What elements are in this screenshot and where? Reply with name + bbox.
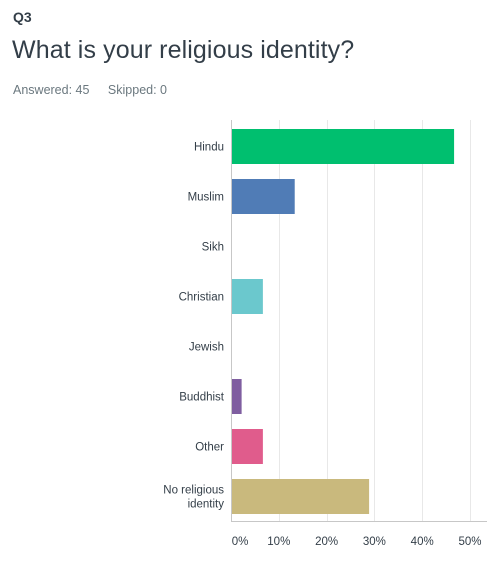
x-tick-label: 0%: [232, 536, 249, 548]
category-label: No religious: [163, 485, 224, 497]
x-tick-label: 20%: [315, 536, 338, 548]
response-stats: Answered: 45 Skipped: 0: [13, 83, 167, 97]
category-label: Other: [195, 442, 224, 454]
question-number: Q3: [13, 9, 32, 25]
bar: [231, 379, 242, 414]
category-label: Jewish: [189, 342, 224, 354]
bar: [231, 129, 455, 164]
category-label: Hindu: [194, 142, 224, 154]
bar: [231, 479, 370, 514]
category-label: Christian: [179, 292, 224, 304]
bar: [231, 429, 263, 464]
question-title: What is your religious identity?: [12, 36, 355, 64]
bar: [231, 179, 295, 214]
skipped-count: Skipped: 0: [107, 83, 167, 97]
category-label: Muslim: [188, 192, 224, 204]
answered-count: Answered: 45: [13, 83, 90, 97]
x-tick-label: 40%: [411, 536, 434, 548]
category-label: identity: [188, 499, 225, 511]
x-tick-label: 30%: [363, 536, 386, 548]
x-tick-label: 10%: [267, 536, 290, 548]
category-label: Sikh: [202, 242, 224, 254]
bar: [231, 279, 263, 314]
x-tick-label: 50%: [458, 536, 481, 548]
category-label: Buddhist: [179, 392, 225, 404]
